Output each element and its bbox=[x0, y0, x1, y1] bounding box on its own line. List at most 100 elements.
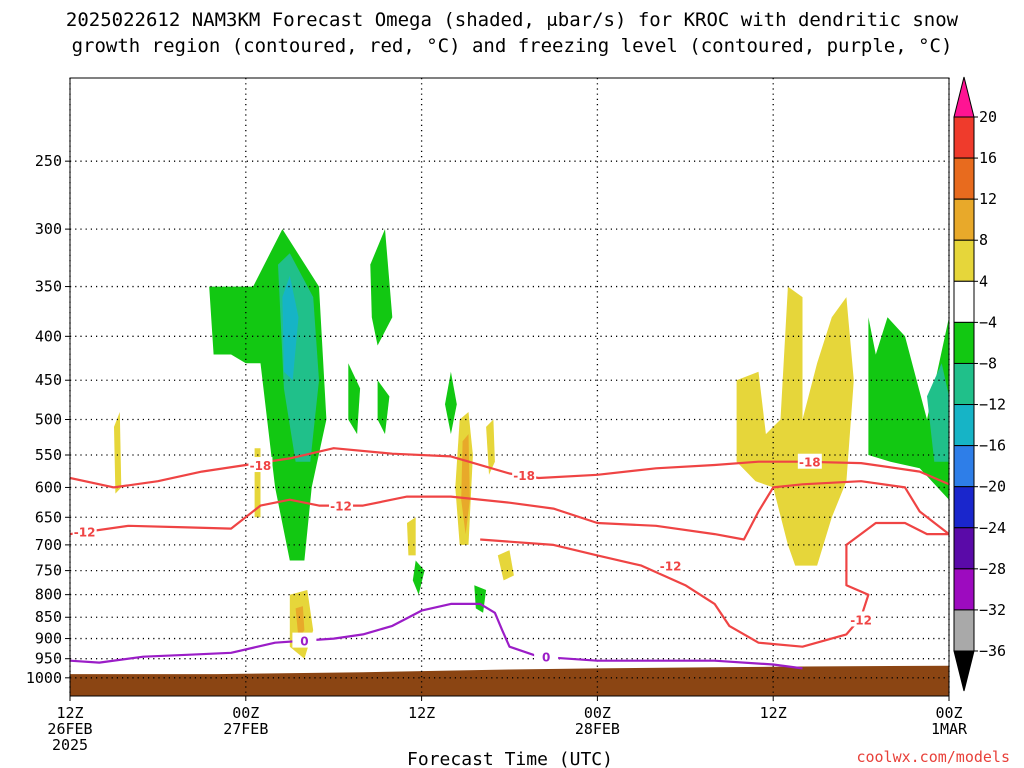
colorbar-label-10: −24 bbox=[979, 519, 1006, 537]
x-tick-label-3-l2: 28FEB bbox=[575, 720, 620, 738]
contour-label-8: 0 bbox=[542, 651, 550, 665]
omega-region-2 bbox=[282, 275, 299, 381]
contour-label-6: -12 bbox=[850, 613, 872, 627]
contour-label-bg-3 bbox=[72, 523, 97, 539]
colorbar-swatch-7 bbox=[953, 404, 975, 447]
y-tick-label-600: 600 bbox=[35, 478, 62, 496]
y-tick-label-900: 900 bbox=[35, 630, 62, 648]
colorbar-label-0: 20 bbox=[979, 108, 997, 126]
x-tick-label-1-l2: 27FEB bbox=[223, 720, 268, 738]
y-tick-label-800: 800 bbox=[35, 586, 62, 604]
contour-label-bg-6 bbox=[849, 611, 874, 627]
colorbar-label-2: 12 bbox=[979, 190, 997, 208]
plot-frame bbox=[69, 77, 950, 697]
colorbar-swatch-11 bbox=[953, 568, 975, 611]
y-tick-label-450: 450 bbox=[35, 371, 62, 389]
y-tick-label-250: 250 bbox=[35, 152, 62, 170]
y-tick-label-650: 650 bbox=[35, 508, 62, 526]
contour-label-4: -12 bbox=[330, 500, 352, 514]
y-tick-label-750: 750 bbox=[35, 562, 62, 580]
omega-region-11 bbox=[927, 363, 949, 462]
grid-lines bbox=[69, 78, 950, 696]
colorbar-swatch-10 bbox=[953, 527, 975, 570]
contour-label-bg-2 bbox=[797, 453, 822, 469]
colorbar-swatch-6 bbox=[953, 362, 975, 406]
omega-region-14 bbox=[486, 419, 495, 475]
colorbar-label-7: −12 bbox=[979, 396, 1006, 414]
omega-region-3 bbox=[370, 229, 393, 346]
omega-region-10 bbox=[868, 317, 949, 500]
omega-region-6 bbox=[445, 371, 457, 435]
chart-title-line1: 2025022612 NAM3KM Forecast Omega (shaded… bbox=[66, 9, 959, 31]
colorbar-label-1: 16 bbox=[979, 149, 997, 167]
y-tick-label-350: 350 bbox=[35, 278, 62, 296]
contour-label-bg-8 bbox=[534, 648, 559, 664]
x-tick-label-2-l1: 12Z bbox=[408, 704, 435, 722]
contour-label-5: -12 bbox=[660, 560, 682, 574]
colorbar-label-3: 8 bbox=[979, 231, 988, 249]
chart-title-line2: growth region (contoured, red, °C) and f… bbox=[72, 35, 953, 57]
y-tick-label-500: 500 bbox=[35, 410, 62, 428]
colorbar-top-arrow bbox=[953, 76, 975, 118]
colorbar-swatch-8 bbox=[953, 445, 975, 488]
contour-label-1: -18 bbox=[513, 469, 535, 483]
x-tick-label-5-l1: 00Z bbox=[935, 704, 962, 722]
y-tick-label-400: 400 bbox=[35, 327, 62, 345]
contour-label-7: 0 bbox=[300, 635, 308, 649]
contour-label-bg-1 bbox=[512, 466, 537, 482]
colorbar-label-8: −16 bbox=[979, 437, 1006, 455]
contour-labels: -18 -18 -18 -12 -12 -12 -12 0 0 bbox=[72, 453, 874, 665]
x-tick-label-0-l1: 12Z bbox=[56, 704, 83, 722]
contour-label-bg-7 bbox=[292, 632, 317, 648]
omega-region-16 bbox=[295, 606, 305, 639]
colorbar-label-4: 4 bbox=[979, 272, 988, 290]
colorbar-swatch-2 bbox=[953, 198, 975, 241]
colorbar-swatch-4 bbox=[953, 280, 975, 323]
colorbar-label-5: −4 bbox=[979, 313, 997, 331]
surface-fill bbox=[70, 665, 949, 696]
x-tick-label-3-l1: 00Z bbox=[584, 704, 611, 722]
contour-label-0: -18 bbox=[250, 459, 272, 473]
y-axis-ticks: 250 300 350 400 450 500 550 600 650 700 750 800 850 9… bbox=[26, 152, 70, 687]
x-tick-label-4-l1: 12Z bbox=[760, 704, 787, 722]
x-axis-label: Forecast Time (UTC) bbox=[407, 749, 613, 768]
y-tick-label-700: 700 bbox=[35, 536, 62, 554]
colorbar-swatch-12 bbox=[953, 609, 975, 652]
colorbar-swatch-5 bbox=[953, 321, 975, 364]
colorbar-label-12: −32 bbox=[979, 601, 1006, 619]
y-tick-label-850: 850 bbox=[35, 608, 62, 626]
colorbar-swatch-1 bbox=[953, 157, 975, 200]
omega-region-4 bbox=[348, 363, 361, 435]
y-tick-label-1000: 1000 bbox=[26, 669, 62, 687]
omega-region-5 bbox=[377, 380, 390, 435]
x-tick-label-5-l2: 1MAR bbox=[931, 720, 968, 738]
x-tick-label-1-l1: 00Z bbox=[232, 704, 259, 722]
colorbar-swatch-0 bbox=[953, 116, 975, 159]
watermark: coolwx.com/models bbox=[856, 748, 1010, 766]
colorbar-label-6: −8 bbox=[979, 354, 997, 372]
y-tick-label-550: 550 bbox=[35, 446, 62, 464]
x-tick-label-0-l2: 26FEB bbox=[47, 720, 92, 738]
omega-region-8 bbox=[412, 560, 425, 595]
y-tick-label-300: 300 bbox=[35, 220, 62, 238]
colorbar: 20 16 12 8 4 −4 −8 −12 −16 −20 −24 −28 −32 −36 bbox=[953, 76, 1006, 692]
omega-region-9 bbox=[736, 286, 854, 566]
omega-region-18 bbox=[497, 550, 514, 581]
omega-region-19 bbox=[407, 517, 416, 556]
contour-label-2: -18 bbox=[799, 456, 821, 470]
plot-area: -18 -18 -18 -12 -12 -12 -12 0 0 bbox=[69, 77, 950, 697]
colorbar-swatch-9 bbox=[953, 486, 975, 529]
surface-terrain bbox=[70, 665, 949, 696]
contour-label-bg-5 bbox=[658, 557, 683, 573]
omega-region-17 bbox=[114, 412, 122, 494]
contour-label-bg-4 bbox=[329, 497, 354, 513]
contour-line-2 bbox=[70, 602, 803, 670]
x-tick-label-0-l3: 2025 bbox=[52, 736, 88, 754]
colorbar-label-11: −28 bbox=[979, 560, 1006, 578]
colorbar-label-9: −20 bbox=[979, 478, 1006, 496]
omega-shading bbox=[114, 229, 949, 659]
contour-label-bg-0 bbox=[248, 457, 273, 473]
colorbar-bottom-arrow bbox=[953, 650, 975, 692]
contour-label-3: -12 bbox=[74, 525, 96, 539]
